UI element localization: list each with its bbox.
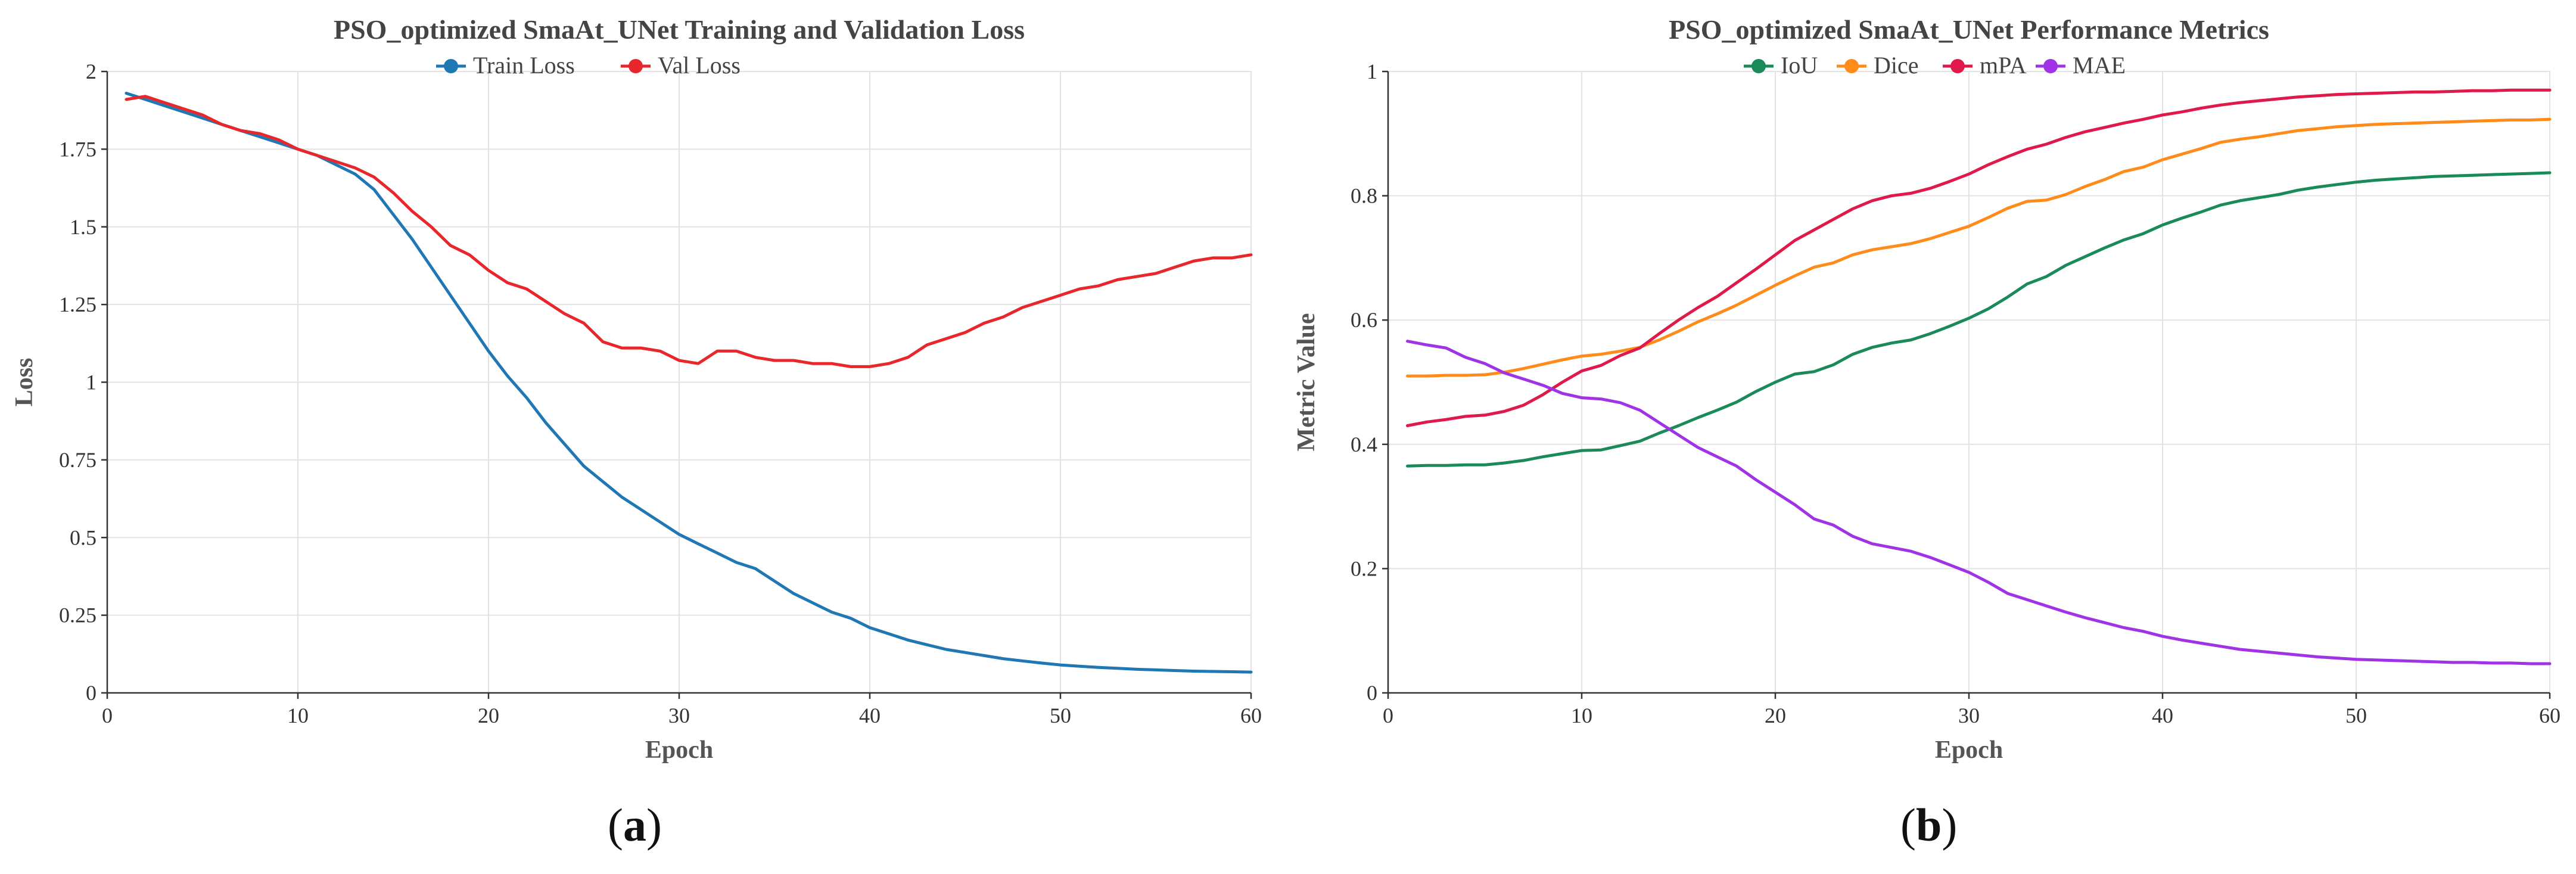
y-axis-label: Metric Value [1293, 313, 1320, 451]
y-tick-label: 1 [86, 371, 97, 394]
x-tick-label: 40 [2152, 704, 2173, 727]
panel-label-a-letter: a [623, 799, 646, 851]
y-tick-label: 1.25 [59, 293, 97, 316]
y-tick-label: 0.4 [1351, 433, 1377, 456]
y-tick-label: 1.5 [70, 215, 97, 239]
panel-label-b-open: ( [1900, 799, 1916, 851]
legend-item-iou: IoU [1744, 52, 1818, 79]
panel-label-b-close: ) [1942, 799, 1958, 851]
y-tick-label: 0.5 [70, 525, 97, 549]
panel-label-a: (a) [608, 798, 662, 852]
x-tick-label: 0 [1383, 704, 1393, 727]
x-axis-label: Epoch [1935, 736, 2003, 764]
legend-item-train-loss: Train Loss [436, 52, 575, 79]
x-tick-label: 50 [1050, 704, 1071, 727]
metrics-chart: 00.20.40.60.810 10 20 30 40 50 60PSO_optimized… [1293, 14, 2561, 764]
y-tick-label: 0.2 [1351, 556, 1377, 580]
legend-swatch-marker [444, 59, 458, 73]
x-tick-label: 10 [1571, 704, 1592, 727]
legend-item-mpa: mPA [1943, 52, 2027, 79]
y-tick-label: 0.8 [1351, 184, 1377, 208]
y-tick-label: 2 [86, 60, 97, 83]
legend-swatch-marker [629, 59, 643, 73]
x-tick-label: 10 [287, 704, 309, 727]
legend-label: Dice [1874, 52, 1919, 79]
y-tick-label: 1.75 [59, 137, 97, 161]
series-line-iou [1406, 171, 2552, 468]
legend-label: IoU [1781, 52, 1818, 79]
x-tick-label: 50 [2345, 704, 2367, 727]
y-tick-label: 0.25 [59, 604, 97, 627]
legend-swatch-marker [2043, 59, 2058, 73]
legend-item-mae: MAE [2036, 52, 2126, 79]
panel-label-a-close: ) [646, 799, 662, 851]
x-tick-label: 60 [1240, 704, 1262, 727]
x-tick-label: 20 [1765, 704, 1786, 727]
x-axis-label: Epoch [645, 736, 713, 764]
legend-label: Val Loss [658, 52, 741, 79]
legend-item-val-loss: Val Loss [621, 52, 741, 79]
legend-label: Train Loss [473, 52, 575, 79]
x-tick-label: 0 [102, 704, 113, 727]
legend-swatch-marker [1751, 59, 1766, 73]
y-axis-label: Loss [11, 358, 38, 407]
y-tick-label: 0 [86, 681, 97, 705]
series-line-mae [1406, 340, 2552, 665]
panel-label-b: (b) [1900, 798, 1957, 852]
y-tick-label: 1 [1367, 60, 1377, 83]
panel-label-a-open: ( [608, 799, 623, 851]
y-tick-label: 0 [1367, 681, 1377, 705]
chart-title: PSO_optimized SmaAt_UNet Training and Va… [334, 14, 1025, 45]
legend-label: MAE [2073, 52, 2126, 79]
series-line-dice [1406, 117, 2552, 378]
legend-swatch-marker [1844, 59, 1859, 73]
x-tick-label: 60 [2539, 704, 2561, 727]
legend-swatch-marker [1950, 59, 1965, 73]
x-tick-label: 40 [859, 704, 881, 727]
legend-label: mPA [1980, 52, 2027, 79]
x-tick-label: 30 [668, 704, 690, 727]
panel-label-b-letter: b [1915, 799, 1942, 851]
y-tick-label: 0.6 [1351, 308, 1377, 332]
x-tick-label: 20 [478, 704, 499, 727]
chart-title: PSO_optimized SmaAt_UNet Performance Met… [1669, 14, 2269, 45]
legend-item-dice: Dice [1837, 52, 1919, 79]
x-tick-label: 30 [1958, 704, 1980, 727]
y-tick-label: 0.75 [59, 448, 97, 472]
series-line-mpa [1406, 88, 2552, 427]
series-line-val-loss [125, 95, 1253, 368]
